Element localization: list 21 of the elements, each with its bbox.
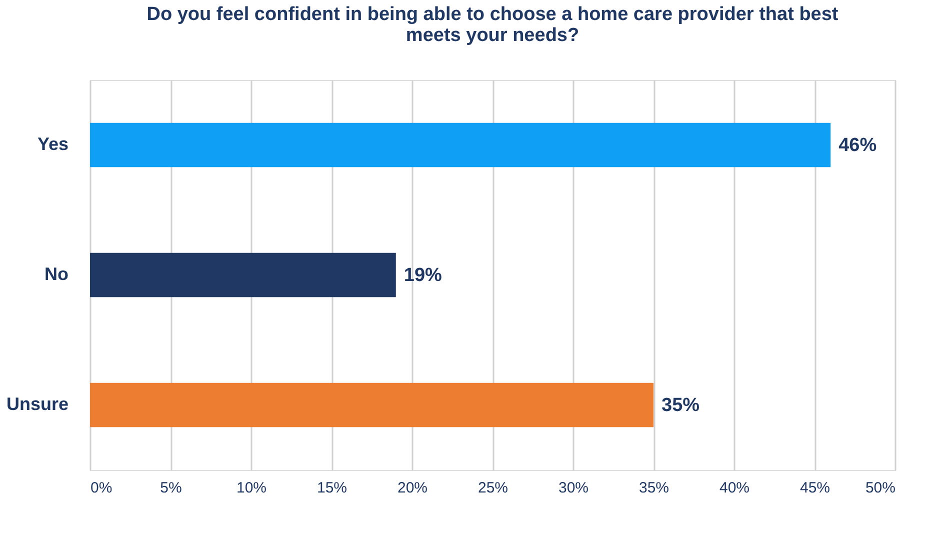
x-tick-label: 5% bbox=[160, 480, 182, 496]
x-tick-label: 10% bbox=[236, 480, 267, 496]
data-label: 35% bbox=[662, 395, 700, 416]
bar bbox=[90, 252, 396, 298]
x-tick-label: 30% bbox=[558, 480, 589, 496]
x-tick-label: 20% bbox=[397, 480, 428, 496]
x-tick-label: 0% bbox=[90, 480, 112, 496]
x-tick-label: 35% bbox=[638, 480, 670, 496]
y-tick-label: No bbox=[44, 264, 68, 284]
bar bbox=[90, 382, 654, 428]
chart-title: Do you feel confident in being able to choose a home care provider that best meets your needs? bbox=[146, 4, 839, 46]
y-tick-label: Yes bbox=[37, 134, 68, 154]
x-tick-label: 50% bbox=[865, 480, 896, 496]
x-tick-label: 45% bbox=[800, 480, 830, 496]
data-label: 46% bbox=[838, 135, 877, 156]
x-tick-label: 25% bbox=[478, 480, 508, 496]
x-tick-label: 40% bbox=[719, 480, 750, 496]
x-tick-label: 15% bbox=[316, 480, 348, 496]
bar bbox=[90, 122, 831, 168]
data-label: 19% bbox=[404, 265, 442, 286]
y-tick-label: Unsure bbox=[6, 394, 68, 414]
